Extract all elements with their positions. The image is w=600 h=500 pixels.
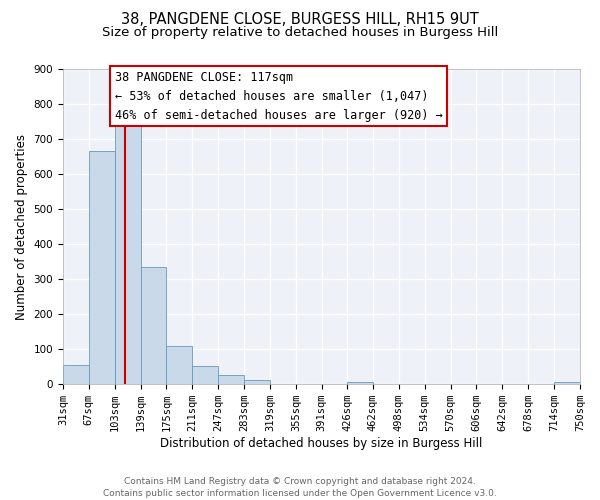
Text: 38 PANGDENE CLOSE: 117sqm
← 53% of detached houses are smaller (1,047)
46% of se: 38 PANGDENE CLOSE: 117sqm ← 53% of detac… xyxy=(115,71,442,122)
Text: Size of property relative to detached houses in Burgess Hill: Size of property relative to detached ho… xyxy=(102,26,498,39)
Bar xyxy=(244,380,270,384)
Text: 38, PANGDENE CLOSE, BURGESS HILL, RH15 9UT: 38, PANGDENE CLOSE, BURGESS HILL, RH15 9… xyxy=(121,12,479,28)
Bar xyxy=(89,152,115,384)
Bar xyxy=(218,376,244,384)
Bar xyxy=(554,382,580,384)
Bar xyxy=(115,122,140,384)
Bar xyxy=(166,346,193,384)
Y-axis label: Number of detached properties: Number of detached properties xyxy=(15,134,28,320)
Bar xyxy=(140,267,166,384)
Bar xyxy=(63,365,89,384)
X-axis label: Distribution of detached houses by size in Burgess Hill: Distribution of detached houses by size … xyxy=(160,437,482,450)
Bar xyxy=(347,382,373,384)
Text: Contains HM Land Registry data © Crown copyright and database right 2024.
Contai: Contains HM Land Registry data © Crown c… xyxy=(103,476,497,498)
Bar xyxy=(193,366,218,384)
